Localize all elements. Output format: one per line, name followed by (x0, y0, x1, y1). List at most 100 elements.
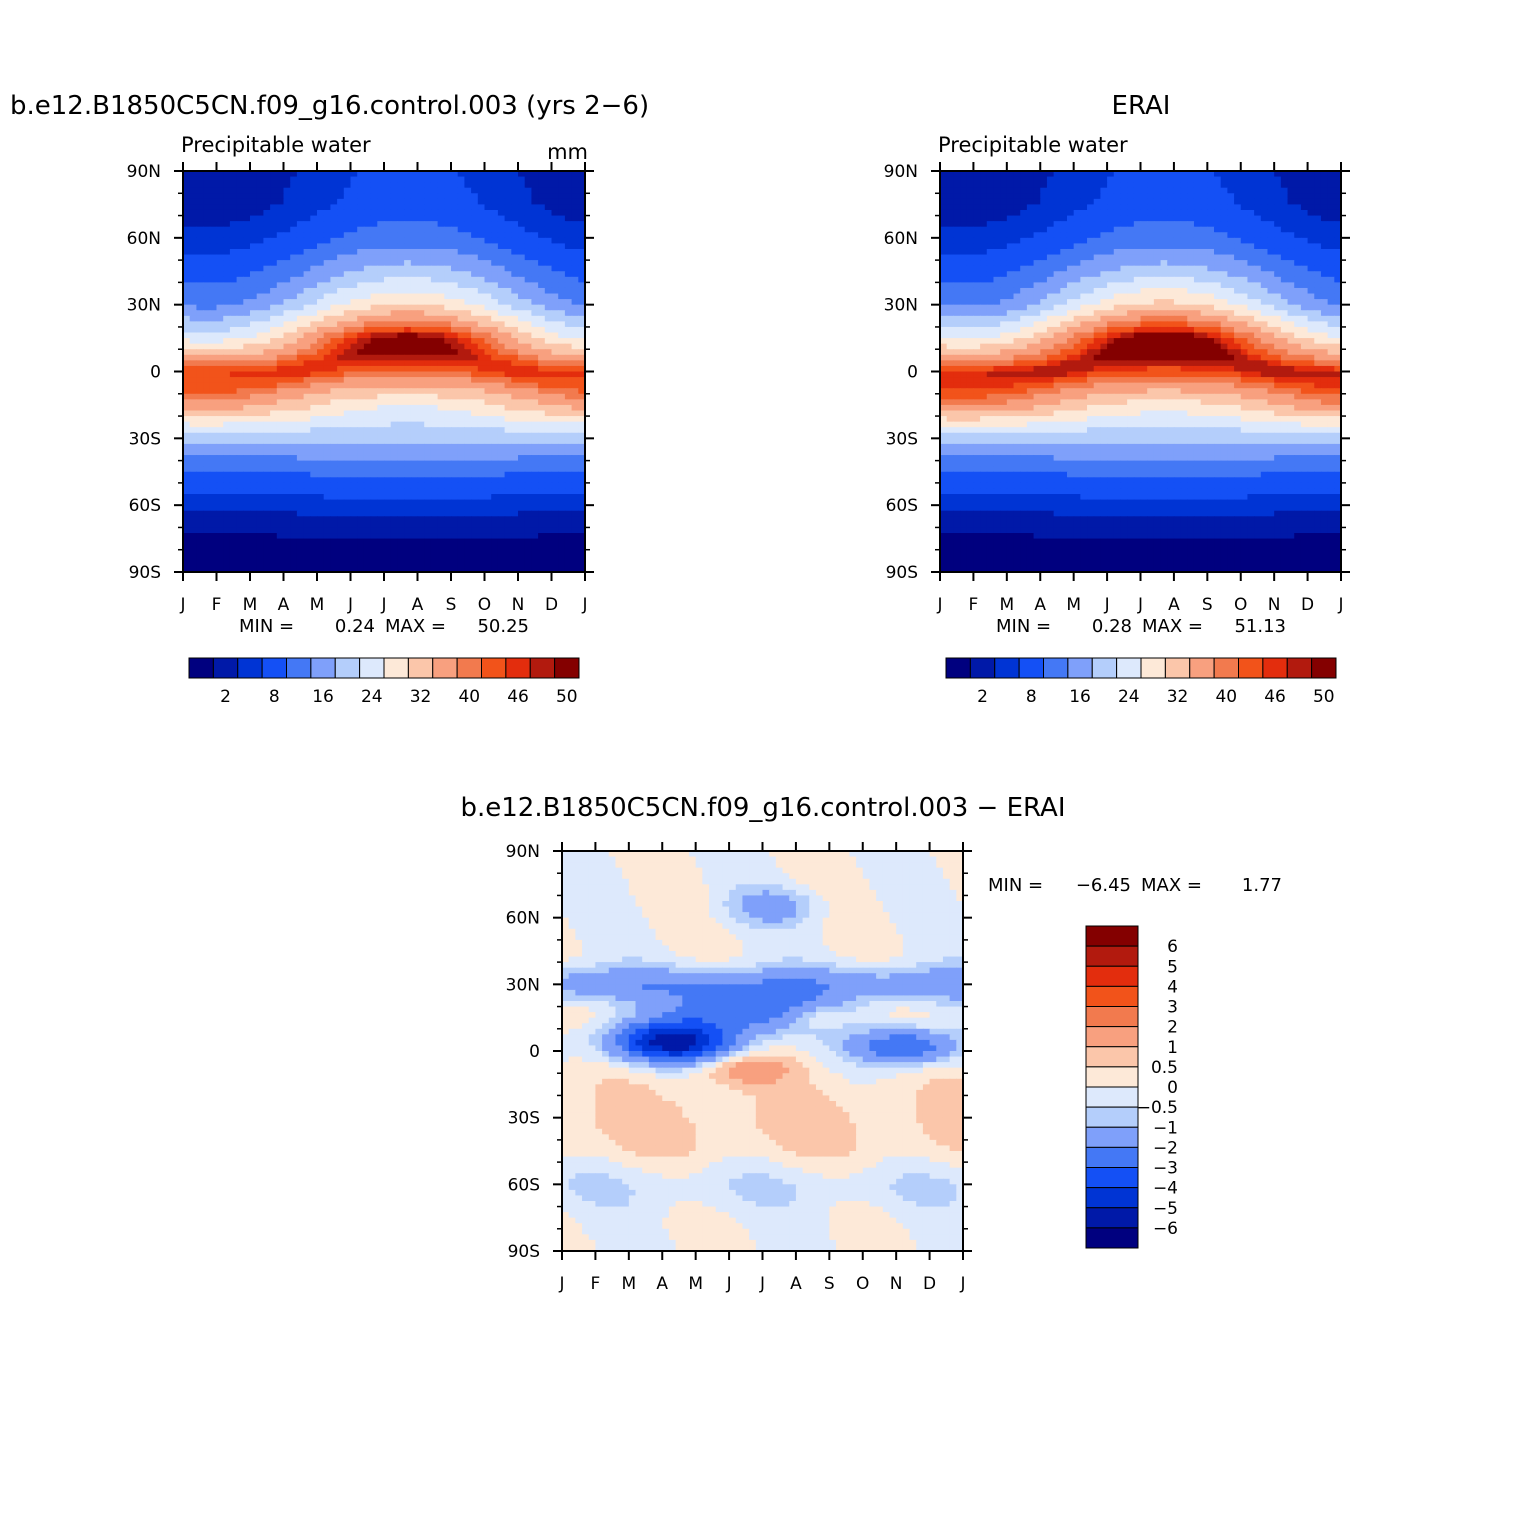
field-cell (551, 471, 559, 478)
field-cell (504, 510, 512, 517)
field-cell (444, 321, 452, 328)
field-cell (397, 566, 405, 573)
field-cell (270, 455, 278, 462)
field-cell (457, 505, 465, 512)
field-cell (250, 527, 258, 534)
field-cell (310, 404, 318, 412)
field-cell (404, 416, 412, 423)
field-cell (497, 171, 506, 178)
field-cell (1327, 171, 1335, 178)
field-cell (558, 310, 566, 317)
field-cell (953, 204, 961, 211)
field-cell (571, 482, 579, 490)
field-cell (571, 343, 579, 350)
field-cell (1294, 215, 1302, 222)
field-cell (1267, 187, 1275, 194)
field-cell (203, 443, 211, 451)
field-cell (1274, 176, 1282, 183)
field-cell (283, 193, 291, 200)
field-cell (196, 521, 204, 529)
field-cell (216, 293, 224, 300)
field-cell (578, 404, 586, 412)
field-cell (384, 338, 392, 345)
field-cell (551, 209, 559, 217)
field-cell (451, 221, 459, 228)
field-cell (377, 399, 385, 406)
field-cell (1066, 176, 1075, 183)
field-cell (216, 349, 224, 356)
field-cell (377, 527, 385, 534)
field-cell (310, 343, 318, 350)
field-cell (263, 549, 271, 556)
field-cell (377, 371, 385, 378)
field-cell (236, 354, 244, 361)
field-cell (457, 471, 465, 478)
field-cell (263, 315, 271, 322)
field-cell (497, 282, 506, 289)
field-cell (511, 538, 519, 545)
field-cell (1133, 209, 1142, 217)
field-cell (229, 549, 238, 556)
field-cell (229, 377, 238, 384)
field-cell (256, 265, 264, 272)
field-cell (430, 466, 439, 473)
field-cell (377, 338, 385, 345)
field-cell (296, 410, 305, 417)
field-cell (457, 176, 465, 183)
field-cell (1046, 198, 1055, 206)
field-cell (1267, 171, 1275, 178)
field-cell (444, 404, 452, 412)
field-cell (571, 248, 579, 256)
field-cell (491, 171, 499, 178)
field-cell (1153, 204, 1162, 211)
field-cell (1066, 215, 1075, 222)
field-cell (223, 237, 231, 244)
field-cell (189, 549, 197, 556)
field-cell (504, 438, 512, 445)
field-cell (223, 410, 231, 417)
field-cell (410, 343, 419, 350)
field-cell (363, 343, 372, 350)
field-cell (410, 527, 419, 534)
field-cell (1207, 182, 1215, 189)
field-cell (464, 354, 472, 361)
field-cell (424, 560, 432, 568)
field-cell (544, 416, 553, 423)
field-cell (276, 338, 285, 345)
field-cell (203, 488, 211, 495)
field-cell (497, 265, 506, 272)
field-cell (558, 404, 566, 412)
field-cell (183, 299, 191, 306)
field-cell (1053, 215, 1061, 222)
field-cell (511, 443, 519, 451)
field-cell (256, 332, 264, 339)
field-cell (457, 193, 465, 200)
field-cell (511, 332, 519, 339)
field-cell (223, 538, 231, 545)
field-cell (283, 182, 291, 189)
field-cell (276, 215, 285, 222)
field-cell (377, 449, 385, 456)
field-cell (263, 293, 271, 300)
field-cell (551, 271, 559, 278)
field-cell (229, 471, 238, 478)
field-cell (1073, 204, 1081, 211)
field-cell (203, 455, 211, 462)
field-cell (390, 510, 398, 517)
field-cell (337, 187, 345, 194)
field-cell (196, 332, 204, 339)
field-cell (203, 304, 211, 311)
field-cell (243, 248, 251, 256)
field-cell (390, 566, 398, 573)
field-cell (571, 232, 579, 239)
field-cell (317, 516, 325, 523)
field-cell (558, 516, 566, 523)
field-cell (330, 460, 338, 467)
field-cell (276, 432, 285, 439)
field-cell (544, 544, 553, 551)
field-cell (209, 171, 218, 178)
field-cell (390, 171, 398, 178)
field-cell (504, 248, 512, 256)
field-cell (497, 566, 506, 573)
field-cell (551, 538, 559, 545)
